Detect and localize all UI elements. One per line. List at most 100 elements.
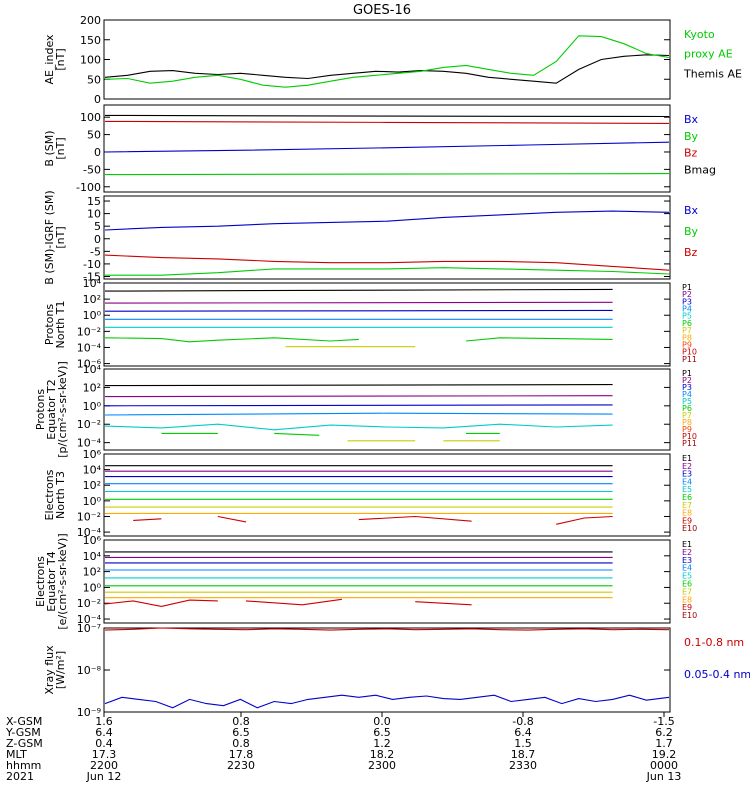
series-line: [104, 423, 613, 431]
panel-frame: [103, 282, 671, 367]
footer-row-label: MLT: [6, 748, 27, 761]
y-tick-label: 10: [87, 208, 101, 221]
y-tick-label: 10⁴: [83, 464, 102, 477]
legend-entry: E5: [682, 485, 692, 494]
footer-row-label: Y-GSM: [5, 726, 41, 739]
y-tick-label: 150: [80, 34, 101, 47]
series-line: [104, 694, 670, 709]
y-tick-label: 100: [80, 54, 101, 67]
legend-entry: E9: [682, 516, 692, 525]
y-axis-label: B (SM)-IGRF (SM): [43, 190, 56, 284]
footer-row-label: X-GSM: [6, 715, 42, 728]
y-tick-label: 5: [94, 220, 101, 233]
legend-entry: E8: [682, 595, 692, 604]
legend-entry: Themis AE: [683, 67, 742, 80]
legend-entry: P9: [682, 425, 692, 434]
panel-7: 10⁻⁹ 10⁻⁸ 10⁻⁷ Xray flux[W/m²] 0.1-0.8 nm 0.0…: [43, 622, 750, 719]
series-line: [104, 384, 613, 387]
series-line: [358, 515, 472, 522]
panel-frame: [103, 453, 671, 537]
footer-value: Jun 13: [646, 770, 682, 783]
legend-entry: P3: [682, 297, 692, 306]
series-line: [104, 54, 670, 84]
legend-entry: 0.05-0.4 nm: [684, 668, 750, 681]
footer-value: 0.8: [232, 737, 250, 750]
legend-entry: P11: [682, 355, 697, 364]
y-tick-label: 50: [87, 129, 101, 142]
y-tick-label: 10⁻²: [77, 325, 101, 338]
y-tick-label: 10²: [83, 293, 101, 306]
series-line: [556, 515, 613, 525]
y-axis-label: North T1: [54, 301, 67, 349]
panel-1: -100 -50 0 50 100 B (SM)[nT] Bx By Bz Bmag: [43, 104, 716, 194]
y-tick-label: 10⁰: [83, 309, 102, 322]
y-tick-label: 10⁻⁴: [77, 613, 102, 626]
panel-0: 0 50 100 150 200 AE_index[nT] Kyoto proxy AE The…: [43, 14, 742, 106]
legend-entry: P1: [682, 283, 692, 292]
y-axis-label: Protons: [34, 389, 47, 430]
y-axis-label: [p/(cm²-s-sr-keV)]: [56, 361, 69, 458]
footer-value: 6.5: [232, 726, 250, 739]
legend-entry: Bz: [684, 147, 698, 160]
legend-entry: Bx: [684, 113, 699, 126]
y-tick-label: 100: [80, 111, 101, 124]
y-tick-label: 10⁻⁴: [77, 526, 102, 539]
footer-value: 17.3: [92, 748, 117, 761]
footer-value: 0.4: [95, 737, 113, 750]
y-axis-label: AE_index: [43, 34, 56, 85]
legend-entry: P10: [682, 348, 697, 357]
footer-value: -0.8: [512, 715, 533, 728]
legend-entry: P6: [682, 319, 692, 328]
legend-entry: P9: [682, 340, 692, 349]
y-tick-label: -100: [76, 181, 101, 194]
legend-entry: P2: [682, 376, 692, 385]
legend-entry: P4: [682, 305, 692, 314]
legend-entry: Bz: [684, 246, 698, 259]
y-tick-label: 10⁶: [83, 534, 102, 547]
y-tick-label: 10⁻²: [77, 597, 101, 610]
y-tick-label: 10⁶: [83, 448, 102, 461]
series-line: [104, 288, 613, 292]
footer-value: 6.4: [95, 726, 113, 739]
legend-entry: P8: [682, 333, 692, 342]
series-line: [104, 337, 359, 343]
y-tick-label: 10⁴: [83, 550, 102, 563]
panel-frame: [103, 539, 671, 624]
series-line: [104, 599, 218, 607]
y-axis-label: Electrons: [43, 469, 56, 520]
panel-frame: [103, 368, 671, 451]
legend-entry: proxy AE: [684, 48, 733, 61]
y-tick-label: 10⁻⁴: [77, 341, 102, 354]
footer-value: 6.4: [514, 726, 532, 739]
y-axis-label: [nT]: [54, 48, 67, 70]
footer-value: 18.7: [511, 748, 536, 761]
y-tick-label: 0: [94, 93, 101, 106]
y-tick-label: 10⁻⁴: [77, 437, 102, 450]
panel-frame: [103, 104, 671, 193]
y-axis-label: B (SM): [43, 130, 56, 166]
y-tick-label: 10⁻²: [77, 510, 101, 523]
y-tick-label: 200: [80, 14, 101, 27]
series-line: [104, 173, 670, 176]
series-line: [133, 518, 162, 521]
legend-entry: P6: [682, 404, 692, 413]
y-axis-label: [nT]: [54, 226, 67, 248]
footer-value: 1.2: [373, 737, 391, 750]
y-axis-label: Equator T4: [45, 551, 58, 611]
chart-title: GOES-16: [353, 3, 411, 18]
series-line: [274, 432, 320, 436]
legend-entry: E10: [682, 524, 697, 533]
footer-row-label: hhmm: [6, 759, 41, 772]
footer-value: 0.0: [373, 715, 391, 728]
panel-frame: [103, 19, 671, 100]
y-tick-label: 10²: [83, 381, 101, 394]
legend-entry: P3: [682, 383, 692, 392]
y-tick-label: -15: [83, 270, 101, 283]
series-line: [104, 404, 613, 407]
y-tick-label: 10⁴: [83, 363, 102, 376]
